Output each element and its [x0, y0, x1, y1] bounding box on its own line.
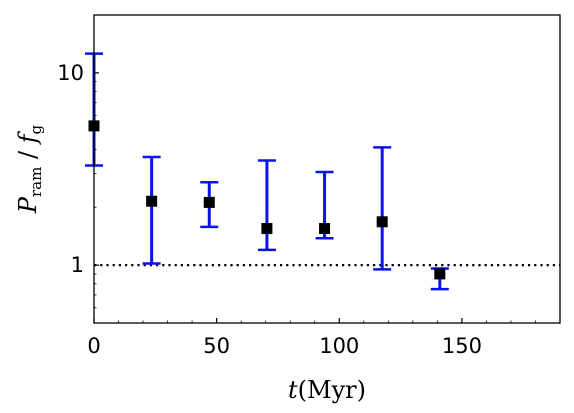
x-tick-label: 100 — [319, 334, 359, 358]
x-axis: 0 50 100 150 — [87, 318, 536, 358]
plot-area — [85, 52, 560, 291]
y-tick-label: 1 — [71, 253, 84, 277]
y-axis: 1 10 — [57, 14, 99, 324]
x-axis-label: t(Myr) — [288, 376, 366, 404]
data-point — [319, 223, 331, 235]
data-point — [261, 223, 273, 235]
error-bar — [257, 159, 276, 252]
x-tick-label: 0 — [87, 334, 100, 358]
y-tick-label: 10 — [57, 61, 84, 85]
error-bar — [373, 146, 392, 271]
plot-frame — [93, 14, 561, 324]
x-tick-label: 50 — [203, 334, 230, 358]
y-axis-label: Pram / fg — [14, 124, 45, 214]
error-bar — [142, 155, 161, 265]
x-tick-label: 150 — [442, 334, 482, 358]
data-point — [376, 216, 388, 228]
data-point — [146, 195, 158, 207]
data-point — [434, 268, 446, 280]
svg-text:Pram / fg: Pram / fg — [14, 124, 45, 214]
data-point — [203, 196, 215, 208]
